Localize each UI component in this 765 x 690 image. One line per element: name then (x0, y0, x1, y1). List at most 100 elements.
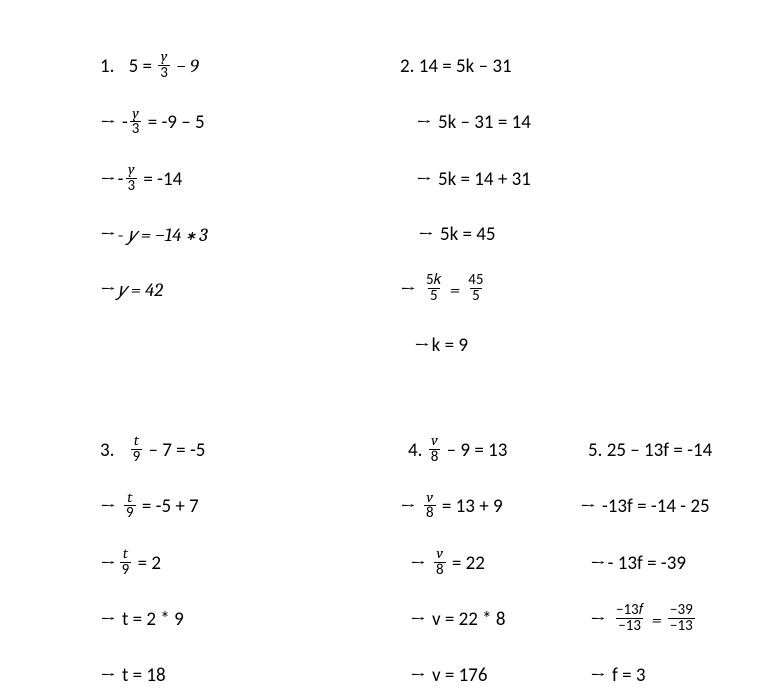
arrow-icon: → (100, 552, 116, 575)
arrow-icon: → (590, 608, 606, 631)
p2-step: → 5k = 45 (400, 223, 598, 246)
text: 5k = 45 (440, 223, 496, 246)
text: = -14 (143, 168, 182, 191)
row: 1. 5 = y 3 − 9 2. 14 = 5k – 31 (100, 50, 765, 83)
arrow-icon: → (410, 664, 426, 687)
p2-step: → 5k – 31 = 14 (400, 111, 596, 134)
p3-step: → t 9 = -5 + 7 (100, 491, 400, 524)
p2-step: → 5k = 14 + 31 (400, 168, 596, 191)
problem-number: 2. (400, 55, 414, 78)
text: v = 22 * 8 (432, 608, 506, 631)
numerator: −13𝑓 (614, 603, 645, 619)
denominator: 8 (434, 562, 446, 579)
arrow-icon: → (580, 495, 596, 518)
arrow-icon: → (100, 111, 116, 134)
p5-equation: 5. 25 – 13f = -14 (588, 439, 748, 462)
numerator: v (429, 433, 439, 449)
numerator: t (125, 490, 134, 506)
p5-step: → -13f = -14 - 25 (580, 495, 740, 518)
problem-number: 5. (588, 439, 602, 462)
problem-number: 3. (100, 439, 120, 462)
denominator: 3 (126, 178, 138, 195)
text: -13f = -14 - 25 (602, 495, 710, 518)
denominator: 9 (131, 449, 143, 466)
p3-step: → t = 2 * 9 (100, 608, 400, 631)
fraction: −39 −13 (668, 603, 695, 636)
p5-step: → f = 3 (590, 664, 750, 687)
row: → t 9 = -5 + 7 → v 8 = 13 + 9 → -13f = -… (100, 491, 765, 524)
p5-step: → −13𝑓 −13 = −39 −13 (590, 604, 750, 637)
text: = -9 – 5 (148, 111, 205, 134)
arrow-icon: → (400, 495, 416, 518)
p1-equation: 1. 5 = y 3 − 9 (100, 50, 400, 83)
text: t = 18 (122, 664, 166, 687)
arrow-icon: → (416, 111, 432, 134)
fraction: y 3 (130, 106, 142, 139)
text: - 𝑦 = −14 ∗ 3 (118, 224, 208, 246)
denominator: −13 (616, 618, 643, 635)
p2-step: → k = 9 (400, 334, 594, 357)
numerator: t (121, 546, 130, 562)
text: − 9 (176, 55, 199, 77)
numerator: y (130, 106, 140, 122)
fraction: v 8 (434, 546, 446, 579)
arrow-icon: → (100, 168, 116, 191)
text: = -5 + 7 (142, 495, 199, 518)
problem-number: 4. (408, 439, 422, 462)
p3-equation: 3. t 9 – 7 = -5 (100, 434, 400, 467)
denominator: 9 (120, 562, 132, 579)
fraction: v 8 (424, 490, 436, 523)
arrow-icon: → (400, 278, 416, 301)
fraction: −13𝑓 −13 (614, 603, 645, 636)
fraction: v 8 (429, 433, 441, 466)
arrow-icon: → (590, 552, 606, 575)
numerator: 45 (466, 273, 485, 289)
denominator: 5 (428, 288, 440, 305)
p1-step: → - 𝑦 = −14 ∗ 3 (100, 223, 400, 246)
p3-step: → t 9 = 2 (100, 547, 400, 580)
fraction: t 9 (124, 490, 136, 523)
text: 5k – 31 = 14 (438, 111, 531, 134)
text: 14 = 5k – 31 (419, 55, 512, 78)
arrow-icon: → (100, 223, 116, 246)
p4-step: → v = 22 * 8 (400, 608, 590, 631)
text: – 9 = 13 (447, 439, 508, 462)
row: → - y 3 = -14 → 5k = 14 + 31 (100, 163, 765, 196)
text: = (652, 609, 662, 631)
arrow-icon: → (410, 608, 426, 631)
p4-step: → v 8 = 22 (400, 547, 590, 580)
text: = (450, 279, 460, 301)
arrow-icon: → (100, 664, 116, 687)
text: 25 – 13f = -14 (607, 439, 713, 462)
row: 3. t 9 – 7 = -5 4. v 8 – 9 = 13 5. 25 – … (100, 434, 765, 467)
text: f = 3 (612, 664, 645, 687)
arrow-icon: → (418, 223, 434, 246)
p2-equation: 2. 14 = 5k – 31 (400, 55, 580, 78)
p3-step: → t = 18 (100, 664, 400, 687)
numerator: y (126, 162, 136, 178)
fraction: y 3 (126, 162, 138, 195)
text: = 13 + 9 (442, 495, 503, 518)
numerator: t (132, 433, 141, 449)
text: 𝑦 = 42 (118, 279, 163, 301)
numerator: −39 (668, 603, 695, 619)
row: → 𝑦 = 42 → 5𝑘 5 = 45 5 (100, 274, 765, 307)
fraction: 5𝑘 5 (424, 273, 444, 306)
row: → t = 2 * 9 → v = 22 * 8 → −13𝑓 −13 = −3… (100, 604, 765, 637)
text: - (122, 111, 128, 134)
text: – 7 = -5 (149, 439, 206, 462)
fraction: 45 5 (466, 273, 485, 306)
p1-step: → - y 3 = -9 – 5 (100, 107, 400, 140)
row: → k = 9 (100, 330, 765, 360)
row: → t = 18 → v = 176 → f = 3 (100, 660, 765, 690)
spacer (100, 384, 765, 434)
denominator: 8 (429, 449, 441, 466)
arrow-icon: → (100, 495, 116, 518)
numerator: y (159, 49, 169, 65)
arrow-icon: → (410, 552, 426, 575)
p2-step: → 5𝑘 5 = 45 5 (400, 274, 580, 307)
denominator: 9 (124, 505, 136, 522)
p4-equation: 4. v 8 – 9 = 13 (400, 434, 588, 467)
denominator: 5 (470, 288, 482, 305)
numerator: v (425, 490, 435, 506)
